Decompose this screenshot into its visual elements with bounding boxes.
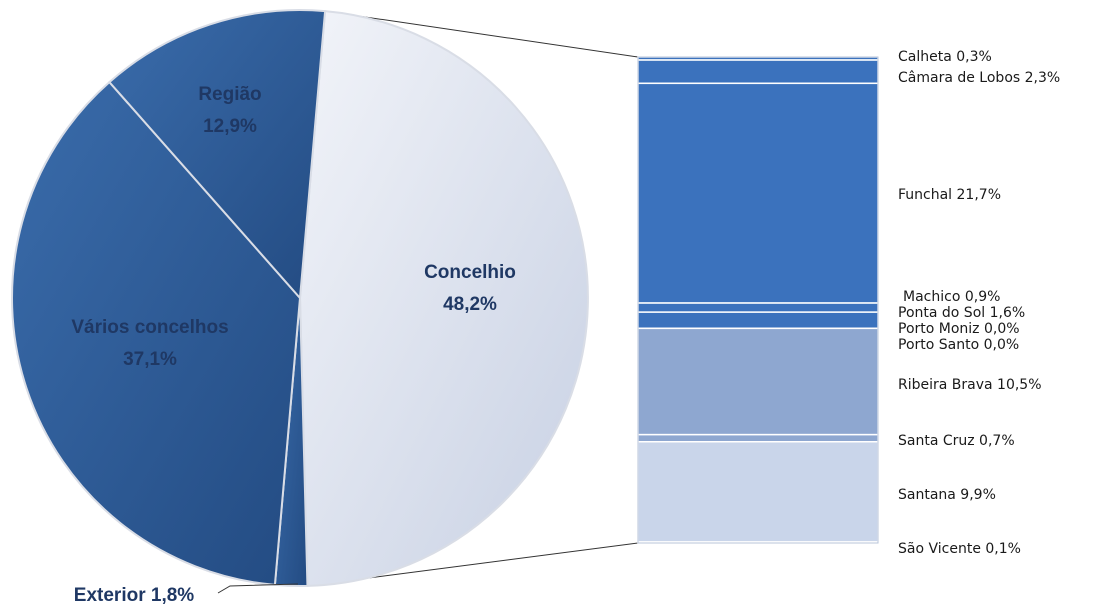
bar-segment-ribeira-brava	[637, 327, 879, 436]
bar-segment-machico	[637, 302, 879, 313]
pie-label-concelhio: Concelhio	[424, 262, 516, 283]
bar-label-machico: Machico 0,9%	[903, 289, 1000, 305]
pie-label-exterior: Exterior 1,8%	[74, 585, 194, 606]
bar-label-camara-de-lobos: Câmara de Lobos 2,3%	[898, 70, 1060, 86]
connector-top	[325, 10, 639, 58]
stacked-bar	[637, 56, 879, 544]
exterior-leader-line	[217, 583, 299, 594]
bar-segment-funchal	[637, 82, 879, 304]
pie-value-varios-concelhos: 37,1%	[123, 349, 177, 370]
bar-segment-camara-de-lobos	[637, 59, 879, 85]
bar-label-santa-cruz: Santa Cruz 0,7%	[898, 433, 1015, 449]
pie-slice-varios-concelhos	[11, 80, 302, 586]
pie-value-concelhio: 48,2%	[443, 294, 497, 315]
bar-label-ribeira-brava: Ribeira Brava 10,5%	[898, 377, 1042, 393]
pie-slice-concelhio	[298, 10, 589, 587]
pie-value-regiao: 12,9%	[203, 116, 257, 137]
bar-segment-ponta-do-sol	[637, 311, 879, 330]
bar-label-porto-moniz: Porto Moniz 0,0%	[898, 321, 1020, 337]
pie-label-varios-concelhos: Vários concelhos	[71, 317, 228, 338]
bar-label-porto-santo: Porto Santo 0,0%	[898, 337, 1019, 353]
pie-label-regiao: Região	[198, 84, 261, 105]
pie: Concelhio 48,2% Vários concelhos 37,1% Regiã…	[11, 9, 589, 606]
bar-outline	[637, 56, 879, 544]
bar-segment-santana	[637, 441, 879, 543]
bar-label-santana: Santana 9,9%	[898, 487, 996, 503]
bar-segment-santa-cruz	[637, 433, 879, 443]
bar-label-ponta-do-sol: Ponta do Sol 1,6%	[898, 305, 1025, 321]
bar-label-sao-vicente: São Vicente 0,1%	[898, 541, 1021, 557]
pie-slice-regiao	[107, 9, 327, 301]
bar-label-funchal: Funchal 21,7%	[898, 187, 1001, 203]
bar-label-calheta: Calheta 0,3%	[898, 49, 992, 65]
bar-labels: Calheta 0,3% Câmara de Lobos 2,3% Funchal …	[898, 49, 1060, 557]
